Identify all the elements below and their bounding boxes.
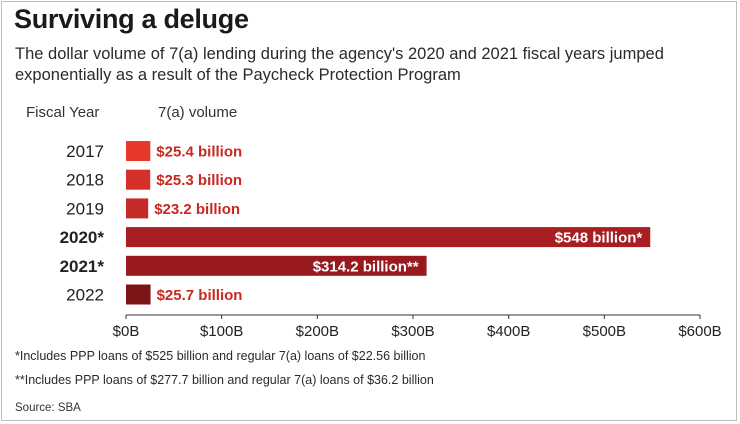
category-label: 2020* bbox=[60, 228, 105, 247]
chart-title: Surviving a deluge bbox=[14, 4, 249, 34]
data-label: $25.4 billion bbox=[156, 144, 242, 161]
source-note: Source: SBA bbox=[15, 402, 81, 414]
x-tick-label: $600B bbox=[678, 323, 721, 340]
chart-subtitle: The dollar volume of 7(a) lending during… bbox=[15, 45, 664, 84]
x-tick-label: $200B bbox=[296, 323, 339, 340]
bar bbox=[126, 284, 151, 305]
bar bbox=[126, 141, 151, 161]
fiscal-year-header: Fiscal Year bbox=[26, 104, 100, 121]
footnote-2020: *Includes PPP loans of $525 billion and … bbox=[15, 349, 426, 363]
data-label: $23.2 billion bbox=[154, 201, 240, 218]
bar bbox=[126, 227, 651, 248]
x-tick-label: $100B bbox=[200, 323, 243, 340]
data-label: $25.7 billion bbox=[157, 287, 243, 304]
x-tick-label: $400B bbox=[487, 323, 530, 340]
category-label: 2021* bbox=[60, 257, 105, 276]
volume-header: 7(a) volume bbox=[158, 104, 238, 121]
bar bbox=[126, 169, 151, 190]
x-tick-label: $300B bbox=[391, 323, 434, 340]
bar bbox=[126, 255, 427, 276]
x-tick-label: $0B bbox=[113, 323, 140, 340]
data-label: $548 billion* bbox=[555, 230, 643, 247]
category-label: 2019 bbox=[66, 199, 104, 218]
category-label: 2018 bbox=[66, 171, 104, 190]
data-label: $25.3 billion bbox=[156, 172, 242, 189]
category-label: 2017 bbox=[66, 142, 104, 161]
category-label: 2022 bbox=[66, 286, 104, 305]
x-tick-label: $500B bbox=[583, 323, 626, 340]
bar bbox=[126, 198, 149, 219]
data-label: $314.2 billion** bbox=[313, 258, 419, 275]
footnote-2021: **Includes PPP loans of $277.7 billion a… bbox=[15, 373, 434, 387]
